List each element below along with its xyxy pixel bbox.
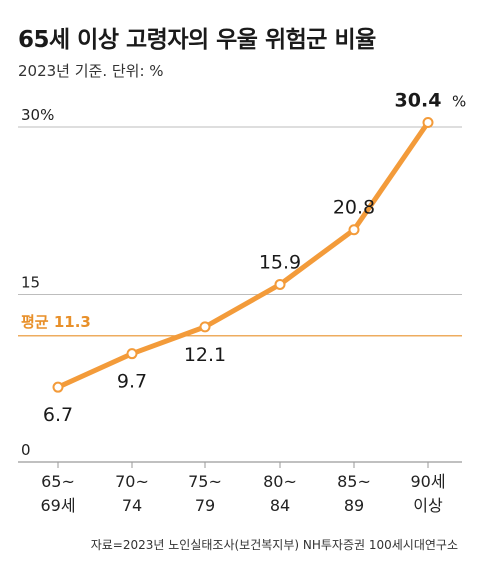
data-label: 6.7	[43, 404, 73, 426]
data-point	[348, 224, 360, 236]
data-point	[199, 321, 211, 333]
chart-title: 65세 이상 고령자의 우울 위험군 비율	[18, 27, 376, 53]
x-tick-label: 이상	[413, 496, 443, 515]
data-label: 15.9	[259, 251, 301, 273]
x-tick-label: 85~	[337, 472, 371, 491]
x-tick-label: 84	[270, 496, 290, 515]
data-point	[52, 381, 64, 393]
x-tick-label: 65~	[41, 472, 75, 491]
y-tick-label: 30%	[21, 106, 54, 124]
x-tick-label: 79	[195, 496, 215, 515]
source-note: 자료=2023년 노인실태조사(보건복지부) NH투자증권 100세시대연구소	[90, 538, 458, 552]
data-label: 20.8	[333, 197, 375, 219]
data-label: 12.1	[184, 344, 226, 366]
x-tick-label: 70~	[115, 472, 149, 491]
x-tick-label: 74	[122, 496, 142, 515]
data-point	[126, 348, 138, 360]
unit-label: %	[452, 93, 466, 111]
data-point	[422, 117, 434, 129]
data-point	[274, 278, 286, 290]
data-label: 9.7	[117, 371, 147, 393]
chart-subtitle: 2023년 기준. 단위: %	[18, 62, 164, 80]
x-tick-label: 89	[344, 496, 364, 515]
series-line	[55, 120, 431, 390]
x-tick-label: 90세	[410, 472, 445, 491]
average-label: 평균 11.3	[21, 313, 91, 331]
x-tick-label: 69세	[40, 496, 75, 515]
data-label: 30.4	[395, 90, 442, 112]
y-tick-label: 0	[21, 441, 31, 459]
x-tick-label: 75~	[188, 472, 222, 491]
x-tick-label: 80~	[263, 472, 297, 491]
y-tick-label: 15	[21, 274, 40, 292]
